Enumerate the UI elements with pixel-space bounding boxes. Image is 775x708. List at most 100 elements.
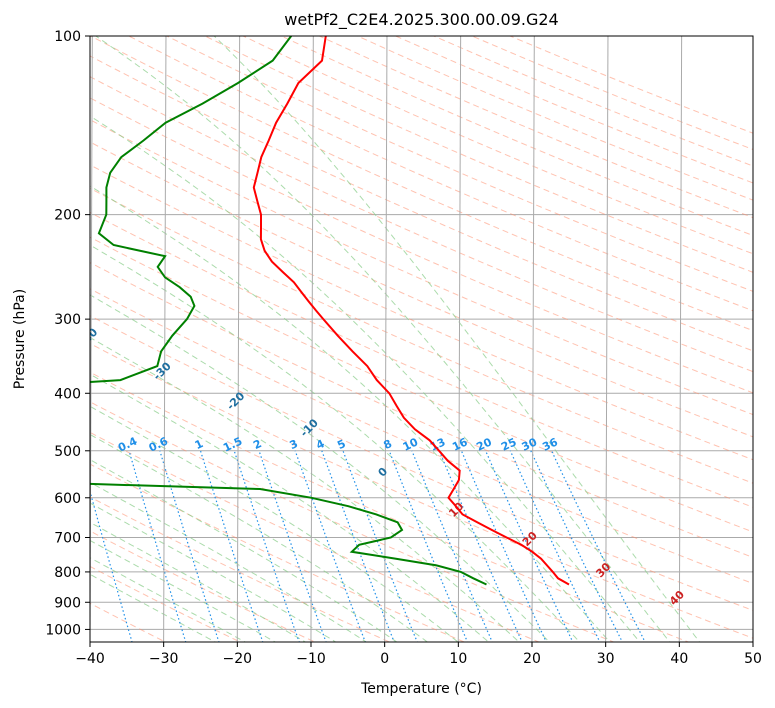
- isotherm-line: [236, 36, 241, 642]
- y-tick-label: 200: [54, 208, 81, 224]
- y-tick-label: 800: [54, 565, 81, 581]
- isotherm-label: -10: [298, 416, 321, 439]
- mixing-ratio-line: [485, 450, 574, 642]
- dry-adiabat-line: [90, 76, 753, 373]
- x-axis: −40 −30 −20 −10 0 10 20 30 40 50: [75, 642, 762, 667]
- y-tick-label: 700: [54, 531, 81, 547]
- isotherm-line: [384, 36, 388, 642]
- x-tick-label: −40: [75, 651, 105, 667]
- x-tick-label: −10: [296, 651, 326, 667]
- mixing-ratio-line: [342, 450, 418, 642]
- mixing-ratio-label: 3: [288, 437, 300, 452]
- x-tick-label: 30: [597, 651, 615, 667]
- isotherm-line: [531, 36, 535, 642]
- isotherm-line: [605, 36, 609, 642]
- chart-title: wetPf2_C2E4.2025.300.00.09.G24: [284, 10, 558, 30]
- y-axis: 100 200 300 400 500 600 700 800 900 1000: [45, 29, 90, 638]
- line-labels: 0.10.20.40.611.52345810131620253036-100-…: [19, 325, 687, 608]
- dry-adiabat-line: [90, 315, 753, 612]
- mixing-ratio-line: [388, 450, 469, 642]
- dry-adiabat-line: [470, 36, 753, 150]
- y-tick-label: 900: [54, 595, 81, 611]
- moist-adiabat-line: [213, 36, 701, 642]
- x-tick-label: −20: [223, 651, 253, 667]
- dry-adiabat-line: [90, 602, 167, 642]
- x-tick-label: 40: [670, 651, 688, 667]
- moist-adiabat-line: [90, 336, 520, 642]
- mixing-ratio-label: 30: [520, 435, 540, 453]
- isotherm-label: -30: [151, 359, 174, 382]
- dry-adiabat-line: [90, 496, 391, 642]
- profiles: [90, 36, 570, 586]
- isotherm-line: [310, 36, 314, 642]
- dry-adiabat-line: [90, 401, 615, 642]
- dry-adiabat-line: [90, 187, 753, 484]
- mixing-ratio-label: 36: [540, 435, 560, 453]
- mixing-ratio-line: [530, 450, 623, 642]
- mixing-ratio-label: 0.1: [19, 435, 42, 455]
- dry-adiabat-line: [90, 261, 753, 558]
- moist-adiabat-line: [90, 294, 551, 642]
- isotherm-label: 40: [667, 588, 687, 608]
- dry-adiabat-line: [508, 36, 753, 134]
- y-tick-label: 400: [54, 386, 81, 402]
- y-tick-label: 600: [54, 491, 81, 507]
- mixing-ratio-line: [509, 450, 601, 642]
- dry-adiabat-line: [280, 36, 753, 237]
- mixing-ratio-line: [159, 450, 220, 642]
- y-tick-label: 1000: [45, 622, 81, 638]
- background-lines: [90, 36, 753, 642]
- moist-adiabat-line: [90, 573, 217, 642]
- mixing-ratio-label: 4: [314, 437, 327, 452]
- mixing-ratio-line: [233, 450, 300, 642]
- dry-adiabat-line: [165, 36, 753, 292]
- mixing-ratio-label: 0.4: [116, 434, 139, 454]
- isotherm-label: -40: [77, 325, 100, 348]
- moist-adiabat-line: [90, 185, 611, 642]
- dry-adiabat-line: [90, 97, 753, 394]
- y-tick-label: 100: [54, 29, 81, 45]
- mixing-ratio-label: 10: [401, 435, 421, 453]
- dry-adiabat-line: [318, 36, 753, 219]
- plot-frame: [89, 35, 754, 643]
- dry-adiabat-line: [242, 36, 753, 255]
- mixing-ratio-label: 1: [193, 437, 205, 452]
- dry-adiabat-line: [90, 342, 753, 639]
- moist-adiabat-line: [90, 502, 337, 642]
- dry-adiabat-line: [394, 36, 753, 184]
- dry-adiabat-line: [90, 36, 753, 332]
- mixing-ratio-line: [438, 450, 523, 642]
- dry-adiabat-line: [90, 431, 541, 642]
- x-tick-label: 20: [523, 651, 541, 667]
- mixing-ratio-label: 20: [474, 435, 494, 453]
- x-tick-label: −30: [149, 651, 179, 667]
- mixing-ratio-label: 13: [428, 435, 447, 453]
- mixing-ratio-line: [199, 450, 264, 642]
- mixing-ratio-label: 0.6: [147, 434, 170, 454]
- dry-adiabat-line: [90, 141, 753, 438]
- y-tick-label: 300: [54, 312, 81, 328]
- mixing-ratio-label: 2: [251, 437, 263, 452]
- y-tick-label: 500: [54, 444, 81, 460]
- isotherm-label: 0: [376, 465, 391, 480]
- x-tick-label: 50: [744, 651, 762, 667]
- x-tick-label: 0: [380, 651, 389, 667]
- dry-adiabat-line: [127, 36, 753, 312]
- moist-adiabat-line: [95, 36, 671, 642]
- mixing-ratio-line: [551, 450, 646, 642]
- isotherm-line: [163, 36, 167, 642]
- mixing-ratio-label: 5: [335, 437, 347, 452]
- mixing-ratio-line: [411, 450, 493, 642]
- dry-adiabat-line: [90, 288, 753, 585]
- moist-adiabat-line: [90, 459, 398, 642]
- isotherm-line: [678, 36, 683, 642]
- y-axis-label: Pressure (hPa): [12, 289, 28, 389]
- x-tick-label: 10: [449, 651, 467, 667]
- x-axis-label: Temperature (°C): [360, 681, 482, 697]
- moist-adiabat-line: [90, 557, 247, 642]
- mixing-ratio-line: [90, 488, 133, 642]
- moist-adiabat-line: [90, 244, 581, 642]
- dewpoint-line: [90, 36, 487, 586]
- isotherm-label: 10: [446, 500, 466, 520]
